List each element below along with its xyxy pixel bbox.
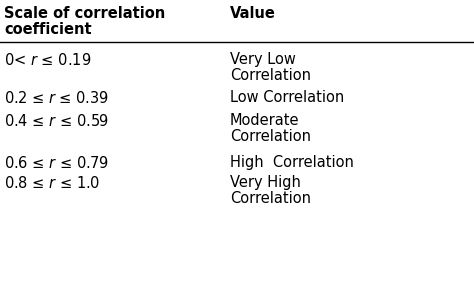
Text: 0.8 ≤ $r$ ≤ 1.0: 0.8 ≤ $r$ ≤ 1.0	[4, 175, 100, 191]
Text: Low Correlation: Low Correlation	[230, 90, 344, 105]
Text: Moderate: Moderate	[230, 113, 300, 128]
Text: Very Low: Very Low	[230, 52, 296, 67]
Text: 0< $r$ ≤ 0.19: 0< $r$ ≤ 0.19	[4, 52, 91, 68]
Text: 0.4 ≤ $r$ ≤ 0.59: 0.4 ≤ $r$ ≤ 0.59	[4, 113, 109, 129]
Text: Very High: Very High	[230, 175, 301, 190]
Text: coefficient: coefficient	[4, 22, 91, 37]
Text: Correlation: Correlation	[230, 68, 311, 83]
Text: Correlation: Correlation	[230, 129, 311, 144]
Text: High  Correlation: High Correlation	[230, 155, 354, 170]
Text: 0.2 ≤ $r$ ≤ 0.39: 0.2 ≤ $r$ ≤ 0.39	[4, 90, 109, 106]
Text: 0.6 ≤ $r$ ≤ 0.79: 0.6 ≤ $r$ ≤ 0.79	[4, 155, 109, 171]
Text: Scale of correlation: Scale of correlation	[4, 6, 165, 21]
Text: Correlation: Correlation	[230, 191, 311, 206]
Text: Value: Value	[230, 6, 276, 21]
